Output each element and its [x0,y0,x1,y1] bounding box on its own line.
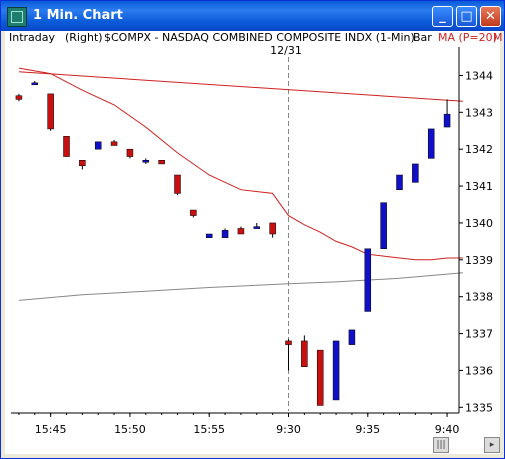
candle-body [142,160,150,163]
candle-body [31,82,39,86]
x-tick-label: 9:30 [276,423,301,436]
minimize-button[interactable]: _ [432,6,453,27]
candle-body [47,93,54,130]
y-tick-label: 1335 [465,401,493,414]
candle-body [205,233,213,238]
symbol-label: $COMPX - NASDAQ COMBINED COMPOSITE INDX … [104,31,415,44]
y-tick-label: 1340 [465,217,493,230]
mode-label: Intraday [9,31,56,44]
scroll-thumb[interactable]: ||| [433,437,449,453]
y-tick-label: 1342 [465,143,493,156]
style-label: Bar [413,31,432,44]
app-icon [7,7,27,27]
candle-body [269,222,276,235]
moving-average-line [18,67,463,261]
y-tick-label: 1341 [465,180,493,193]
candle-body [126,148,134,157]
x-tick-label: 15:55 [193,423,225,436]
x-tick-label: 15:45 [35,423,67,436]
axis-side-label: (Right) [65,31,103,44]
gray-average-line [18,272,463,301]
candle-body [110,141,118,146]
candle-body [94,141,102,150]
candle-body [237,228,245,235]
y-tick-label: 1337 [465,328,493,341]
candle-body [63,136,70,157]
close-button[interactable]: ✕ [480,6,501,27]
overflow-label: M [493,31,503,44]
maximize-button[interactable]: □ [456,6,477,27]
candle-body [190,209,197,216]
candle-body [348,329,356,345]
date-marker: 12/31 [270,45,302,57]
candle-body [332,340,340,401]
y-tick-label: 1336 [465,364,493,377]
candle-body [443,113,451,128]
candle-body [427,128,435,159]
candle-body [79,160,86,167]
candle-body [174,174,181,194]
x-tick-label: 9:35 [355,423,380,436]
candle-body [158,160,165,165]
y-tick-label: 1343 [465,106,493,119]
candle-body [253,226,261,229]
candle-body [221,230,229,238]
candle-body [396,174,403,190]
y-tick-label: 1339 [465,254,493,267]
candle-body [301,340,308,367]
candle-body [412,163,419,183]
indicator-label: MA (P=20) [438,31,497,44]
chart-header: Intraday (Right) $COMPX - NASDAQ COMBINE… [5,31,503,45]
chart-area: 1335 1336 1337 1338 1339 1340 1341 1342 1343 1344… [5,44,500,454]
candle-body [364,248,372,312]
candle-body [380,202,387,249]
title-bar[interactable]: 1 Min. Chart _ □ ✕ [1,1,504,31]
x-tick-label: 9:40 [435,423,460,436]
x-tick-label: 15:50 [114,423,146,436]
candle-body [15,95,23,100]
y-tick-label: 1338 [465,291,493,304]
scroll-right-button[interactable]: ▸ [484,437,500,453]
window-title: 1 Min. Chart [33,8,123,23]
candle-body [316,349,324,406]
candle-body [285,340,292,345]
red-average-line [18,71,463,102]
price-chart: 1335 1336 1337 1338 1339 1340 1341 1342 1343 1344… [11,44,493,436]
y-tick-label: 1344 [465,69,493,82]
